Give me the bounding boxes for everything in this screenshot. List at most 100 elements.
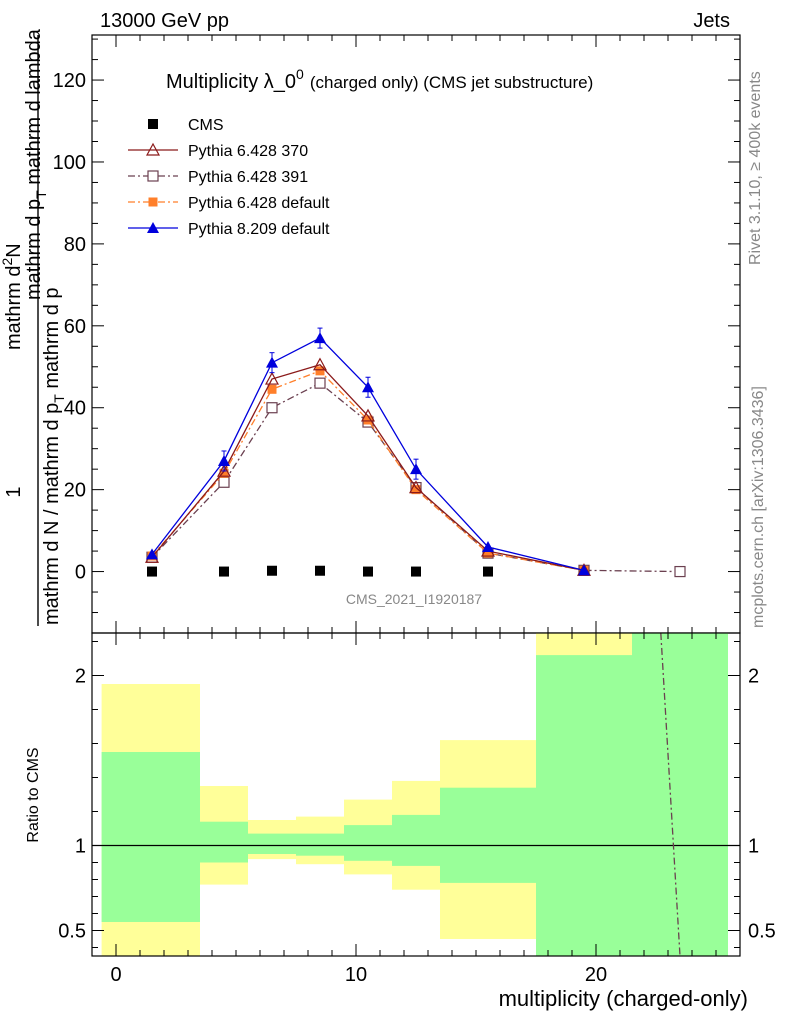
legend-marker xyxy=(147,222,159,233)
legend-label: Pythia 8.209 default xyxy=(188,221,330,238)
data-point-cms xyxy=(219,566,229,577)
y-label-den-rest: mathrm d p xyxy=(41,287,63,394)
legend: CMS Pythia 6.428 370 Pythia 6.428 391 Pythi… xyxy=(128,117,330,238)
y-label-top-extra: mathrm d pT mathrm d lambda xyxy=(23,28,49,300)
data-point-p391 xyxy=(314,377,326,389)
x-tick-label: 0 xyxy=(110,964,121,986)
legend-label: Pythia 6.428 370 xyxy=(188,143,308,160)
y-label-top-a: mathrm d p xyxy=(23,199,45,300)
plot-title-sup: 0 xyxy=(296,66,304,82)
watermark: CMS_2021_I1920187 xyxy=(346,591,482,607)
y-tick-label: 100 xyxy=(53,152,86,174)
legend-item-p8: Pythia 8.209 default xyxy=(128,221,330,238)
ratio-line-p391 xyxy=(660,632,681,957)
series-line-p8 xyxy=(151,337,585,571)
data-point-p6def xyxy=(219,468,229,478)
band-green xyxy=(632,633,728,956)
ratio-y-tick-label-right: 1 xyxy=(748,836,759,858)
data-point-cms xyxy=(363,566,373,577)
data-point-cms xyxy=(147,566,157,577)
data-point-p391 xyxy=(674,565,686,578)
legend-marker xyxy=(145,142,161,156)
series-line-p370 xyxy=(151,363,585,571)
main-y-label: 1 mathrm d N / mathrm d pT mathrm d p ma… xyxy=(0,28,67,626)
legend-label: Pythia 6.428 391 xyxy=(188,169,308,186)
x-tick-label: 10 xyxy=(345,964,367,986)
data-point-p6def xyxy=(363,415,373,425)
ratio-y-tick-label-right: 0.5 xyxy=(748,921,776,943)
legend-label: CMS xyxy=(188,117,224,134)
y-tick-label: 80 xyxy=(64,234,86,256)
series-p8 xyxy=(146,327,590,576)
legend-item-p391: Pythia 6.428 391 xyxy=(128,169,308,186)
data-point-p370 xyxy=(312,357,328,371)
ratio-y-tick-label: 1 xyxy=(75,836,86,858)
data-point-p370 xyxy=(216,463,232,477)
header-process: 13000 GeV pp xyxy=(100,10,229,32)
legend-item-cms: CMS xyxy=(148,117,224,134)
y-label-numerator: 1 xyxy=(3,486,25,497)
rivet-label: Rivet 3.1.10, ≥ 400k events xyxy=(747,71,764,265)
y-tick-label: 0 xyxy=(75,562,86,584)
band-green xyxy=(296,833,344,856)
ratio-bands xyxy=(101,633,728,956)
main-series xyxy=(144,327,686,578)
data-point-p8 xyxy=(482,540,494,552)
ratio-y-tick-label-right: 2 xyxy=(748,666,759,688)
ratio-plot-frame xyxy=(91,632,741,957)
band-green xyxy=(440,787,536,883)
y-tick-label: 60 xyxy=(64,316,86,338)
plot-title: Multiplicity λ_00 (charged only) (CMS jet… xyxy=(166,66,593,93)
y-label-part2: mathrm d xyxy=(3,266,25,350)
y-label-top-rest: mathrm d lambda xyxy=(23,28,45,190)
data-point-p370 xyxy=(264,371,280,385)
data-point-p8 xyxy=(266,356,278,368)
data-point-p370 xyxy=(408,480,424,494)
plot-title-rest: (charged only) (CMS jet substructure) xyxy=(310,73,593,92)
data-point-p391 xyxy=(218,476,230,488)
data-point-p370 xyxy=(360,408,376,422)
y-label-top: mathrm d2N xyxy=(0,243,25,350)
data-point-p391 xyxy=(266,402,278,414)
x-tick-label: 20 xyxy=(585,964,607,986)
mcplots-label: mcplots.cern.ch [arXiv:1306.3436] xyxy=(750,386,767,628)
series-cms xyxy=(147,565,493,577)
data-point-p6def xyxy=(315,366,325,376)
legend-label: Pythia 6.428 default xyxy=(188,195,330,212)
data-point-p8 xyxy=(578,564,590,576)
y-tick-label: 40 xyxy=(64,398,86,420)
data-point-p8 xyxy=(218,454,230,466)
legend-marker xyxy=(148,119,158,129)
main-y-ticks: 0 20 40 60 80 100 120 xyxy=(53,35,741,633)
y-label-den-sub: T xyxy=(51,394,67,403)
x-axis-label: multiplicity (charged-only) xyxy=(499,986,748,1011)
plot-title-main: Multiplicity λ_0 xyxy=(166,71,296,93)
data-point-cms xyxy=(267,565,277,576)
y-label-top-sub: T xyxy=(33,190,49,199)
data-point-p8 xyxy=(146,548,158,560)
data-point-p6def xyxy=(483,548,493,558)
legend-marker xyxy=(148,197,158,207)
legend-marker xyxy=(147,170,159,182)
y-tick-label: 20 xyxy=(64,480,86,502)
band-green xyxy=(248,833,296,854)
y-label-part2-rest: N xyxy=(3,243,25,257)
band-green xyxy=(344,825,392,861)
data-point-cms xyxy=(315,565,325,576)
data-point-cms xyxy=(411,566,421,577)
band-green xyxy=(536,655,632,956)
legend-item-p6def: Pythia 6.428 default xyxy=(128,195,330,212)
ratio-y-ticks: 0.5 0.5 1 1 2 2 xyxy=(58,641,776,948)
y-label-denominator: mathrm d N / mathrm d pT mathrm d p xyxy=(41,287,67,625)
y-label-den-a: mathrm d N / mathrm d p xyxy=(41,403,63,625)
y-label-part2-sup: 2 xyxy=(0,258,15,266)
y-tick-label: 120 xyxy=(53,70,86,92)
ratio-y-label: Ratio to CMS xyxy=(25,747,42,842)
band-green xyxy=(101,752,200,922)
ratio-y-tick-label: 0.5 xyxy=(58,921,86,943)
band-green xyxy=(200,821,248,863)
legend-item-p370: Pythia 6.428 370 xyxy=(128,142,308,160)
data-point-p8 xyxy=(362,381,374,393)
ratio-plot: 0.5 0.5 1 1 2 2 0 10 20 xyxy=(58,632,776,986)
